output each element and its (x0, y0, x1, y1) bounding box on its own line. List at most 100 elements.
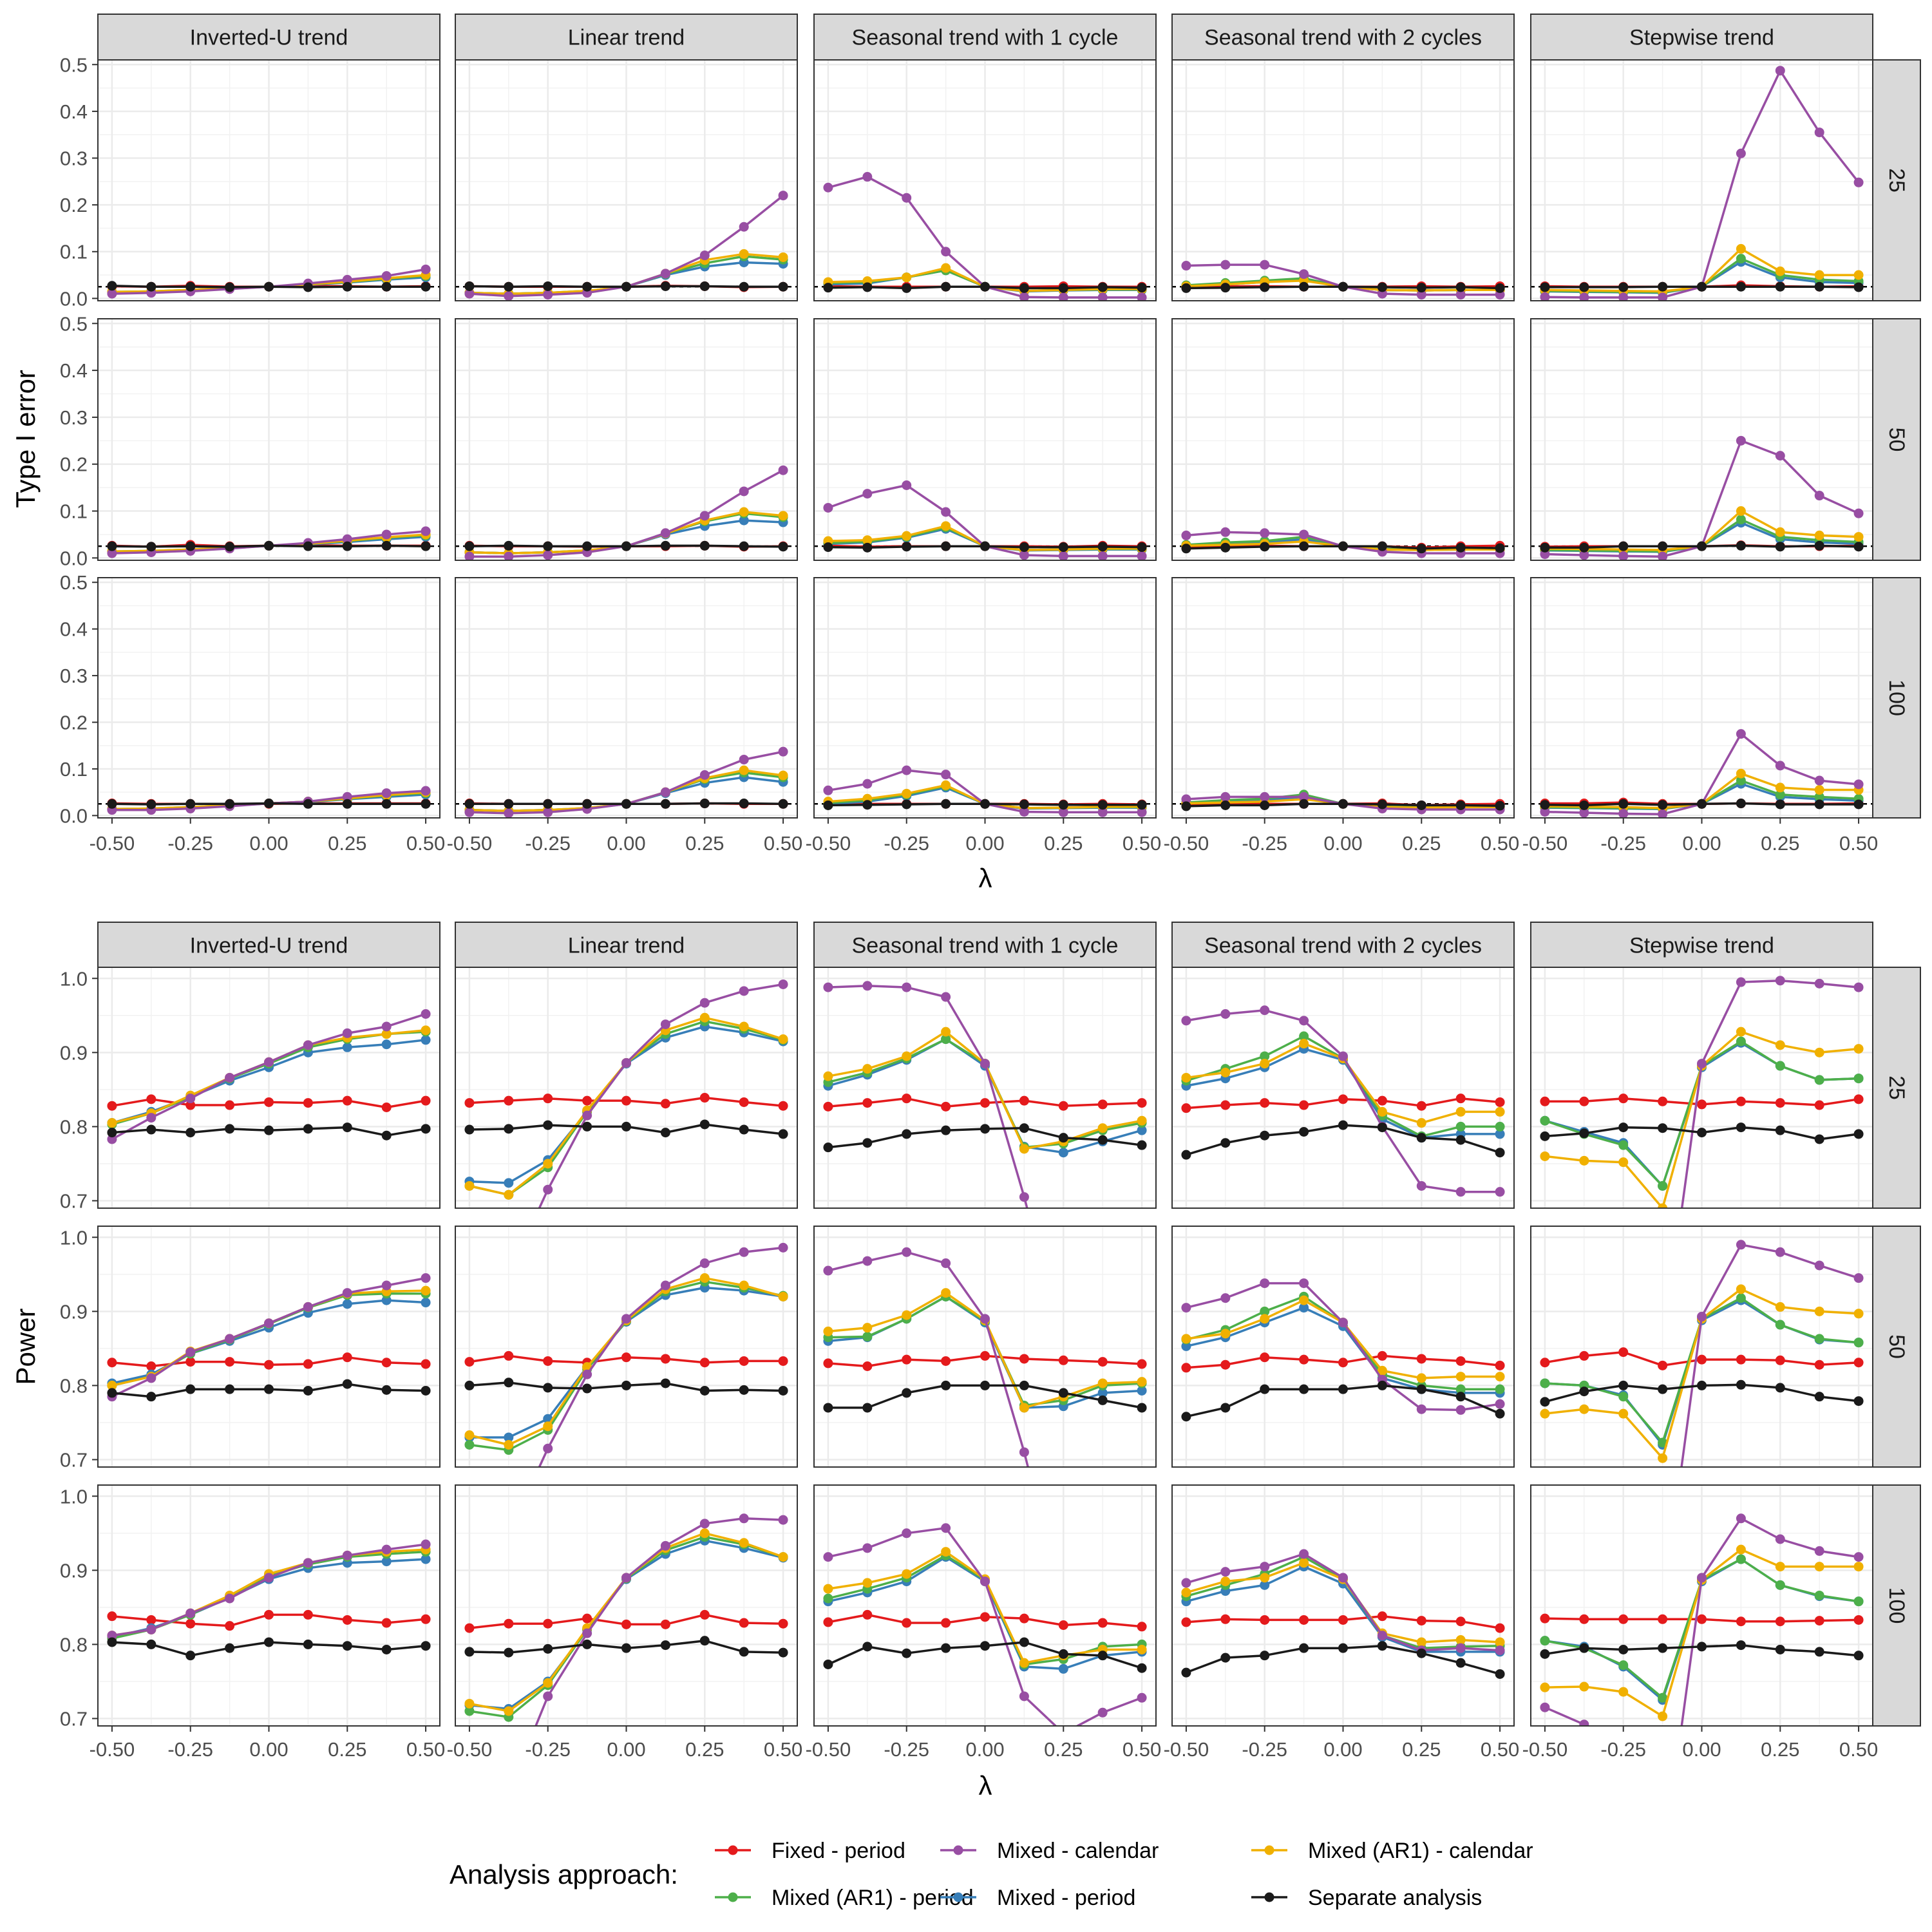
x-tick-label: 0.00 (1323, 832, 1362, 855)
data-point (902, 1569, 912, 1579)
data-point (1658, 1437, 1668, 1448)
data-point (1618, 1347, 1629, 1358)
data-point (1579, 1155, 1589, 1166)
data-point (1736, 1554, 1746, 1564)
data-point (1220, 283, 1231, 293)
data-point (1736, 768, 1746, 779)
data-point (1019, 550, 1029, 560)
data-point (1260, 791, 1270, 802)
data-point (1853, 799, 1864, 810)
data-point (941, 1027, 951, 1037)
data-point (1658, 1711, 1668, 1721)
data-point (941, 1547, 951, 1557)
data-point (823, 1358, 833, 1368)
data-point (660, 269, 670, 279)
data-point (1736, 799, 1746, 809)
data-point (1853, 982, 1864, 992)
data-point (902, 1310, 912, 1320)
data-point (1019, 1691, 1029, 1701)
data-point (1299, 541, 1309, 551)
data-point (1220, 1359, 1231, 1370)
data-point (464, 541, 475, 551)
data-point (504, 1439, 514, 1450)
data-point (1658, 541, 1668, 551)
data-point (862, 1256, 873, 1266)
data-point (699, 1528, 710, 1539)
data-point (778, 1618, 788, 1629)
x-tick-label: 0.00 (1682, 1738, 1721, 1761)
data-point (1775, 1320, 1785, 1330)
data-point (902, 480, 912, 490)
data-point (778, 191, 788, 201)
data-point (342, 541, 352, 551)
x-tick-label: 0.00 (965, 1738, 1004, 1761)
data-point (1540, 1682, 1550, 1692)
data-point (264, 1573, 274, 1583)
data-point (107, 541, 117, 551)
data-point (1495, 1372, 1505, 1382)
data-point (1736, 254, 1746, 264)
data-point (342, 1379, 352, 1389)
data-point (823, 1142, 833, 1153)
data-point (1697, 1059, 1707, 1069)
data-point (1697, 1311, 1707, 1321)
data-point (381, 1102, 392, 1112)
data-point (185, 1618, 196, 1629)
panel-border (1171, 967, 1515, 1209)
data-point (1097, 1123, 1108, 1133)
panel-border (1530, 967, 1873, 1209)
x-tick-label: -0.25 (1600, 1738, 1646, 1761)
data-point (1853, 282, 1864, 292)
data-point (1299, 799, 1309, 809)
data-point (225, 1621, 235, 1631)
data-point (1495, 1187, 1505, 1197)
data-point (185, 1384, 196, 1394)
data-point (778, 1552, 788, 1562)
data-point (1495, 1623, 1505, 1633)
data-point (660, 1640, 670, 1651)
data-point (1137, 1359, 1147, 1369)
series-layer (1540, 435, 1864, 560)
data-point (421, 1285, 431, 1296)
y-tick-label: 0.3 (60, 665, 88, 687)
y-axis-title: Type I error (10, 370, 41, 508)
data-point (941, 1288, 951, 1298)
data-point (902, 1388, 912, 1398)
data-point (1775, 1302, 1785, 1312)
data-point (1097, 1395, 1108, 1405)
series-layer (464, 191, 788, 301)
data-point (1618, 282, 1629, 292)
facet-panel (1530, 577, 1873, 819)
data-point (778, 1647, 788, 1658)
series-layer (1181, 1549, 1505, 1679)
data-point (1338, 1051, 1348, 1061)
data-point (941, 1125, 951, 1135)
series-layer (1181, 1278, 1505, 1422)
legend-key-point (1264, 1892, 1274, 1902)
x-tick-label: 0.25 (1044, 832, 1083, 855)
data-point (823, 1403, 833, 1413)
data-point (381, 1644, 392, 1654)
data-point (1137, 1644, 1147, 1654)
data-point (381, 1029, 392, 1039)
data-point (778, 1129, 788, 1139)
data-point (1299, 1558, 1309, 1568)
data-point (902, 1129, 912, 1139)
data-point (1736, 243, 1746, 254)
data-point (1058, 283, 1068, 293)
data-point (421, 1035, 431, 1045)
data-point (823, 1659, 833, 1669)
data-point (1455, 1094, 1466, 1104)
x-tick-label: -0.50 (1522, 832, 1568, 855)
data-point (582, 1369, 592, 1379)
data-point (1455, 1635, 1466, 1645)
data-point (381, 540, 392, 551)
data-point (1814, 1647, 1824, 1657)
data-point (1058, 1148, 1068, 1158)
data-point (1097, 1099, 1108, 1110)
data-point (107, 799, 117, 809)
data-point (621, 1095, 631, 1106)
data-point (1853, 1562, 1864, 1572)
facet-strip-row-label: 100 (1884, 1587, 1909, 1624)
facet-strip-row-label: 100 (1884, 679, 1909, 716)
